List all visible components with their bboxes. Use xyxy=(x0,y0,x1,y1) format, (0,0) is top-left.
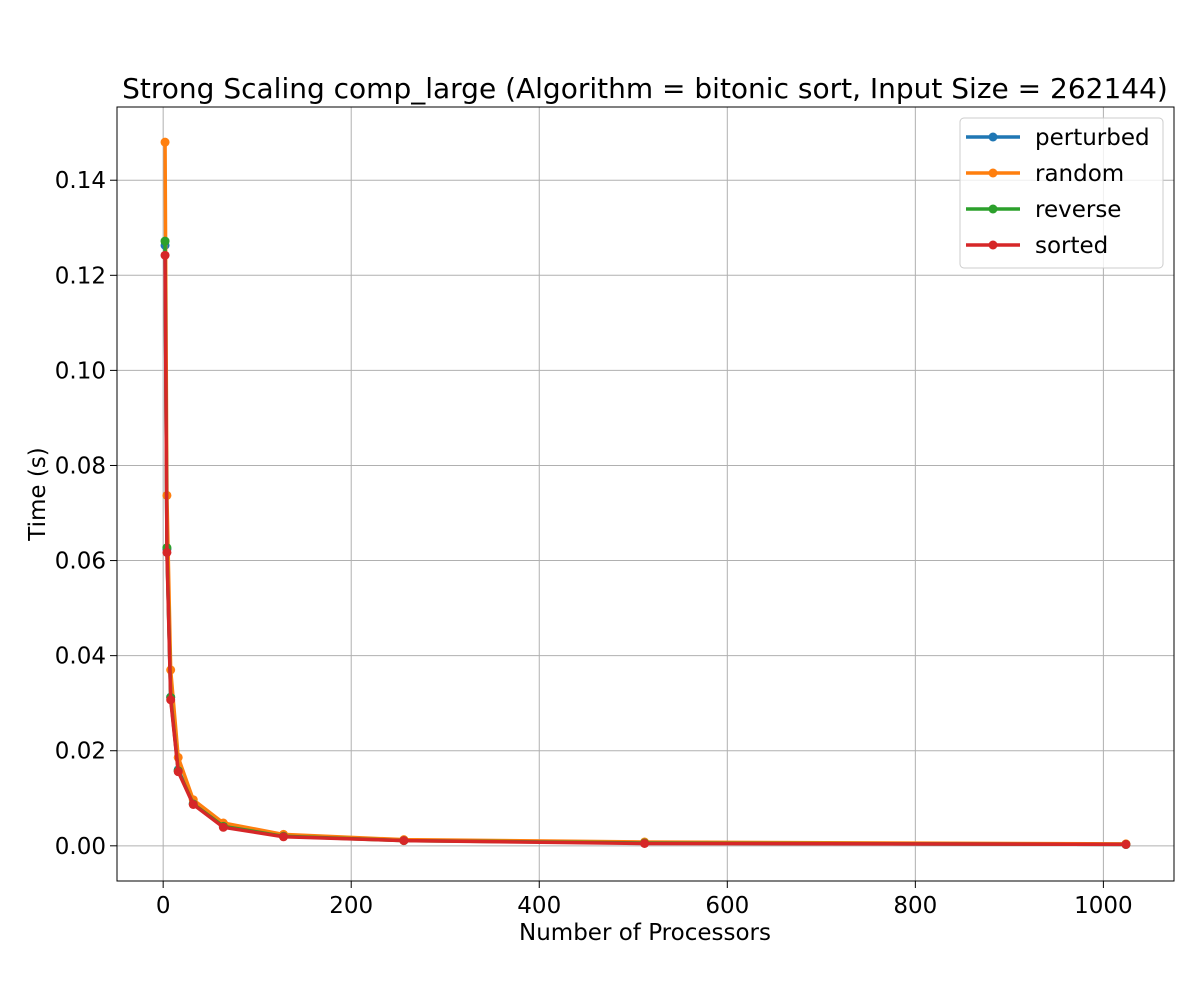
legend-marker-sorted xyxy=(988,240,998,250)
x-tick-label: 0 xyxy=(156,893,171,919)
chart-title: Strong Scaling comp_large (Algorithm = b… xyxy=(122,72,1168,105)
legend-marker-reverse xyxy=(988,204,998,214)
legend-marker-random xyxy=(988,168,998,178)
legend-label-reverse: reverse xyxy=(1035,197,1121,223)
data-point-sorted xyxy=(173,767,183,777)
y-tick-label: 0.02 xyxy=(55,739,106,765)
data-point-random xyxy=(160,137,170,147)
y-tick-label: 0.04 xyxy=(55,644,106,670)
y-tick-label: 0.08 xyxy=(55,453,106,479)
x-axis-label: Number of Processors xyxy=(519,920,771,946)
data-point-sorted xyxy=(188,799,198,809)
y-tick-label: 0.14 xyxy=(55,168,106,194)
data-point-sorted xyxy=(166,695,176,705)
data-point-sorted xyxy=(640,838,650,848)
data-point-sorted xyxy=(399,836,409,846)
x-tick-label: 1000 xyxy=(1074,893,1133,919)
data-point-sorted xyxy=(160,250,170,260)
grid xyxy=(117,107,1174,881)
data-point-sorted xyxy=(1121,839,1131,849)
legend-label-perturbed: perturbed xyxy=(1035,125,1150,151)
x-tick-label: 800 xyxy=(893,893,937,919)
y-axis-label: Time (s) xyxy=(25,447,51,542)
x-tick-label: 600 xyxy=(705,893,749,919)
data-point-reverse xyxy=(160,236,170,246)
y-tick-label: 0.10 xyxy=(55,358,106,384)
plot-area-frame xyxy=(116,106,1175,882)
legend-box xyxy=(959,117,1164,269)
series-line-sorted xyxy=(163,253,1128,847)
data-point-sorted xyxy=(218,822,228,832)
data-point-sorted xyxy=(279,832,289,842)
series-layer xyxy=(160,137,1131,849)
x-tick-label: 400 xyxy=(517,893,561,919)
legend-marker-perturbed xyxy=(988,132,998,142)
legend-label-sorted: sorted xyxy=(1035,233,1108,259)
legend-label-random: random xyxy=(1035,161,1124,187)
y-tick-label: 0.00 xyxy=(55,834,106,860)
series-sorted xyxy=(160,250,1131,849)
y-tick-label: 0.12 xyxy=(55,263,106,289)
axis-ticks: 0 200 400 600 800 1000 0.00 0.02 0.04 0.06 0.08 0.1… xyxy=(55,168,1133,919)
legend: perturbed random reverse sorted xyxy=(959,117,1164,269)
x-tick-label: 200 xyxy=(329,893,373,919)
data-point-sorted xyxy=(162,547,172,557)
y-tick-label: 0.06 xyxy=(55,549,106,575)
